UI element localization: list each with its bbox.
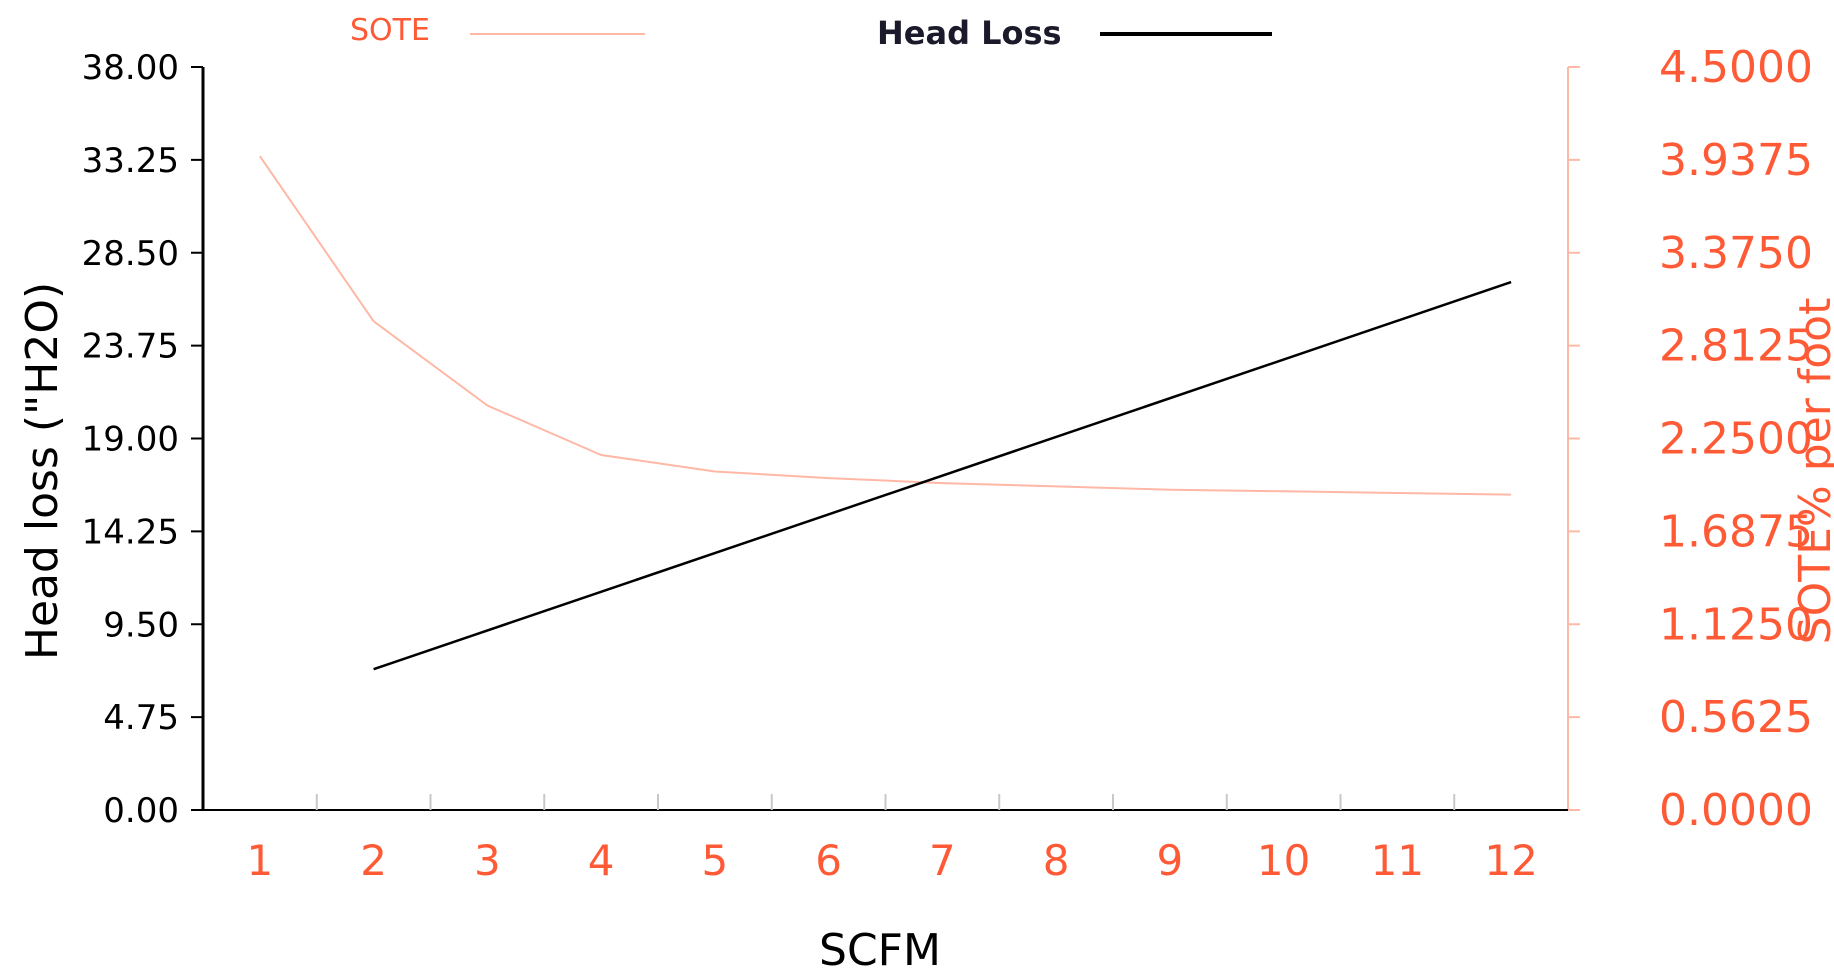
x-tick-label: 3 (474, 836, 501, 885)
right-y-tick-label: 3.9375 (1659, 135, 1813, 186)
right-y-tick-label: 4.5000 (1659, 42, 1813, 93)
series-layer (259, 155, 1512, 671)
left-y-tick-label: 23.75 (82, 327, 179, 367)
left-y-tick-label: 28.50 (82, 234, 179, 274)
right-y-tick-label: 0.5625 (1659, 692, 1813, 743)
right-y-tick-label: 2.2500 (1659, 414, 1813, 465)
left-y-axis-ticks: 38.00 33.25 28.50 23.75 19.00 14.25 9.50 4.75 0.… (82, 48, 203, 831)
left-y-tick-label: 33.25 (82, 141, 179, 181)
x-tick-label: 2 (360, 836, 387, 885)
right-y-tick-label: 2.8125 (1659, 321, 1813, 372)
left-y-tick-label: 14.25 (82, 512, 179, 552)
left-y-tick-label: 19.00 (82, 420, 179, 460)
right-y-tick-label: 3.3750 (1659, 228, 1813, 279)
x-axis-ticks: 1 2 3 4 5 6 7 8 9 10 11 12 (247, 794, 1538, 885)
right-y-tick-label: 1.6875 (1659, 506, 1813, 557)
x-tick-label: 10 (1257, 836, 1310, 885)
left-y-tick-label: 0.00 (103, 791, 179, 831)
x-tick-label: 4 (588, 836, 615, 885)
right-y-tick-label: 0.0000 (1659, 785, 1813, 836)
x-tick-label: 12 (1484, 836, 1537, 885)
x-tick-label: 1 (247, 836, 274, 885)
x-axis-title: SCFM (819, 925, 941, 970)
x-tick-label: 7 (929, 836, 956, 885)
axes (201, 67, 1569, 811)
left-y-axis-title: Head loss ("H2O) (17, 282, 68, 660)
legend-label-sote: SOTE (350, 13, 430, 48)
x-tick-label: 5 (702, 836, 729, 885)
right-y-axis-title: SOTE% per foot (1790, 298, 1834, 645)
x-tick-label: 6 (815, 836, 842, 885)
right-y-tick-label: 1.1250 (1659, 599, 1813, 650)
left-y-tick-label: 4.75 (103, 698, 179, 738)
left-y-tick-label: 9.50 (103, 605, 179, 645)
legend-label-head-loss: Head Loss (877, 14, 1062, 52)
x-tick-label: 9 (1157, 836, 1184, 885)
legend: SOTE Head Loss (350, 13, 1272, 52)
series-line-sote (259, 155, 1512, 496)
series-line-head-loss (373, 280, 1512, 671)
left-y-tick-label: 38.00 (82, 48, 179, 88)
x-tick-label: 8 (1043, 836, 1070, 885)
x-tick-label: 11 (1371, 836, 1424, 885)
right-y-axis-ticks: 4.5000 3.9375 3.3750 2.8125 2.2500 1.6875 1.12… (1568, 42, 1813, 836)
